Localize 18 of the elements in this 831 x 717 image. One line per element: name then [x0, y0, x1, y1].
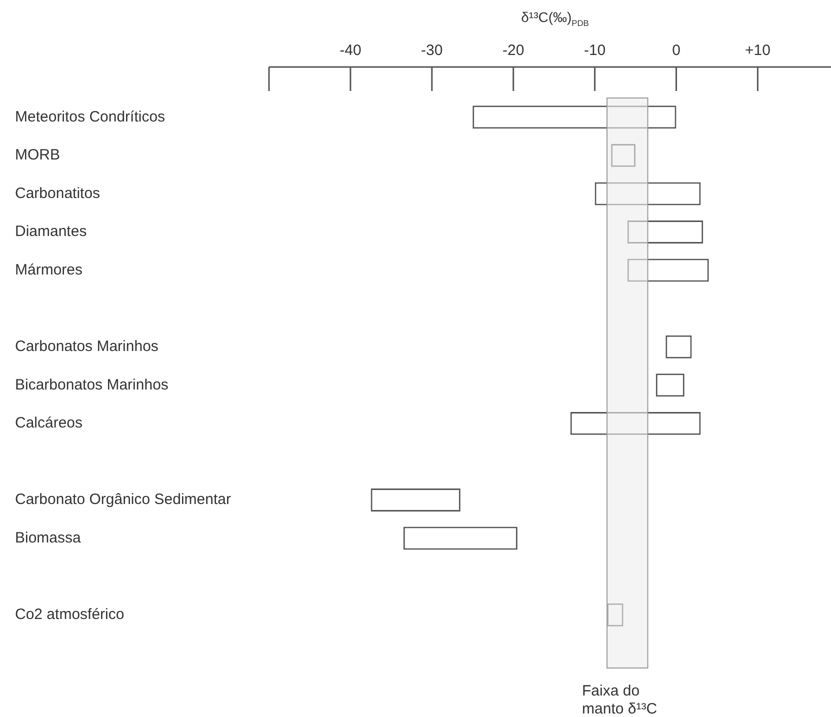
x-tick-label: -10: [584, 42, 606, 60]
y-tick-label: Diamantes: [15, 223, 87, 240]
x-tick-label: +10: [744, 42, 770, 60]
y-tick-label: Mármores: [15, 261, 83, 278]
y-tick-label: Biomassa: [15, 529, 82, 546]
band-label: Faixa do manto δ¹³C: [582, 682, 658, 717]
y-tick-label: Carbonatitos: [15, 184, 100, 202]
x-tick-label: -30: [421, 42, 443, 60]
x-tick-label: -40: [340, 42, 362, 60]
y-tick-label: Bicarbonatos Marinhos: [15, 376, 168, 394]
y-tick-label: Calcáreos: [15, 414, 83, 432]
x-tick-label: -20: [502, 42, 524, 60]
y-tick-label: Co2 atmosférico: [15, 606, 124, 623]
y-tick-label: Meteoritos Condríticos: [15, 108, 166, 126]
y-tick-label: Carbonatos Marinhos: [15, 338, 158, 355]
y-tick-label: Carbonato Orgânico Sedimentar: [15, 491, 231, 508]
y-tick-label: MORB: [15, 146, 60, 164]
x-tick-label: 0: [672, 42, 680, 60]
